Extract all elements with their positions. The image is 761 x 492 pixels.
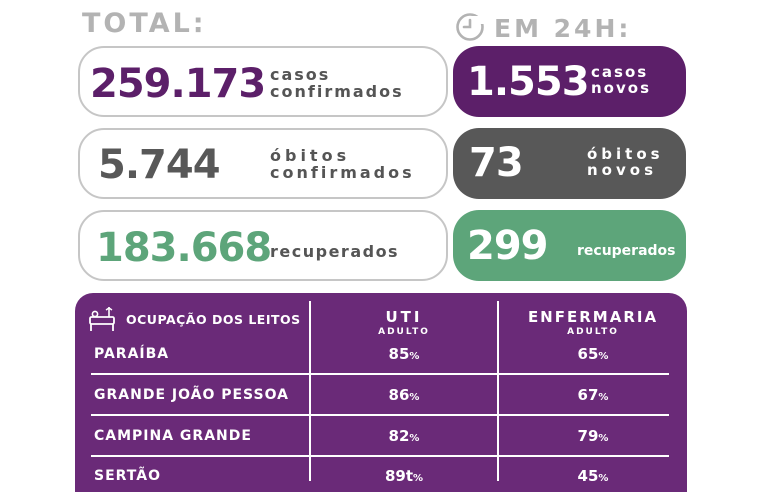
new-deaths-label: óbitos novos: [587, 145, 664, 179]
ward-value: 79: [577, 427, 599, 445]
uti-unit: %: [409, 392, 420, 403]
uti-unit: %: [409, 351, 420, 362]
new-cases-label-line2: novos: [591, 78, 651, 97]
uti-value: 85: [388, 345, 410, 363]
total-cases-card: 259.173 casos confirmados: [78, 46, 448, 117]
new-deaths-value: 73: [469, 140, 524, 186]
ward-value: 45: [577, 467, 599, 485]
uti-unit: %: [409, 433, 420, 444]
total-cases-label-line1: casos: [270, 65, 331, 84]
column-divider-2: [497, 301, 499, 481]
ward-occupancy-value: 45%: [499, 469, 687, 484]
uti-subheader: ADULTO: [378, 327, 430, 337]
new-deaths-card: 73 óbitos novos: [453, 128, 686, 199]
region-name: CAMPINA GRANDE: [94, 428, 252, 444]
total-cases-value: 259.173: [90, 61, 266, 107]
ward-header: ENFERMARIA: [527, 308, 659, 326]
uti-value: 82: [388, 427, 410, 445]
uti-occupancy-value: 89t%: [311, 469, 497, 484]
uti-header: UTI: [385, 308, 423, 326]
total-deaths-label: óbitos confirmados: [270, 146, 415, 182]
new-cases-value: 1.553: [467, 59, 590, 105]
new-cases-label: casos novos: [591, 63, 651, 97]
new-recovered-label: recuperados: [577, 243, 676, 259]
uti-occupancy-value: 85%: [311, 347, 497, 362]
ward-value: 65: [577, 345, 599, 363]
total-deaths-card: 5.744 óbitos confirmados: [78, 128, 448, 199]
hospital-bed-icon: [87, 305, 117, 333]
uti-value: 86: [388, 386, 410, 404]
ward-occupancy-value: 79%: [499, 429, 687, 444]
last24h-heading: EM 24H:: [494, 14, 632, 43]
ward-unit: %: [598, 351, 609, 362]
total-deaths-label-line1: óbitos: [270, 146, 351, 165]
ward-unit: %: [598, 392, 609, 403]
new-recovered-card: 299 recuperados: [453, 210, 686, 281]
clock-24h-icon: [455, 12, 485, 42]
uti-occupancy-value: 86%: [311, 388, 497, 403]
total-recovered-label: recuperados: [270, 242, 400, 261]
new-recovered-value: 299: [467, 223, 548, 269]
ward-unit: %: [598, 433, 609, 444]
ward-subheader: ADULTO: [567, 327, 619, 337]
bed-occupancy-panel: OCUPAÇÃO DOS LEITOS UTI ADULTO ENFERMARI…: [75, 293, 687, 492]
new-deaths-label-line2: novos: [587, 160, 657, 179]
uti-value: 89t: [384, 467, 413, 485]
region-name: PARAÍBA: [94, 346, 170, 362]
ward-occupancy-value: 65%: [499, 347, 687, 362]
new-cases-label-line1: casos: [591, 63, 649, 81]
bed-occupancy-title: OCUPAÇÃO DOS LEITOS: [126, 312, 301, 327]
region-name: GRANDE JOÃO PESSOA: [94, 387, 289, 403]
total-cases-label-line2: confirmados: [270, 81, 404, 101]
new-deaths-label-line1: óbitos: [587, 145, 664, 163]
row-divider: [91, 414, 669, 416]
ward-occupancy-value: 67%: [499, 388, 687, 403]
ward-unit: %: [598, 473, 609, 484]
total-recovered-card: 183.668 recuperados: [78, 210, 448, 281]
ward-value: 67: [577, 386, 599, 404]
row-divider: [91, 373, 669, 375]
new-cases-card: 1.553 casos novos: [453, 46, 686, 117]
uti-unit: %: [413, 473, 424, 484]
total-recovered-value: 183.668: [96, 225, 272, 271]
total-heading: TOTAL:: [82, 8, 207, 39]
uti-occupancy-value: 82%: [311, 429, 497, 444]
region-name: SERTÃO: [94, 468, 161, 484]
total-deaths-value: 5.744: [98, 142, 221, 188]
total-cases-label: casos confirmados: [270, 65, 404, 101]
column-divider-1: [309, 301, 311, 481]
total-deaths-label-line2: confirmados: [270, 162, 415, 182]
row-divider: [91, 455, 669, 457]
